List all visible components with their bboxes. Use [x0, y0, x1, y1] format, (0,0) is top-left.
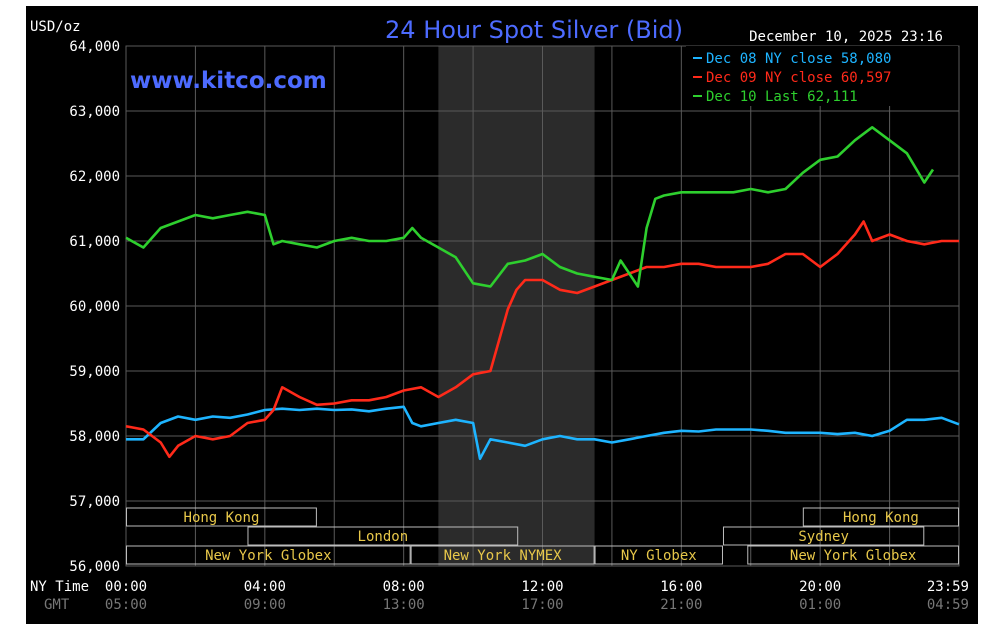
- x-tick-label-ny: 20:00: [799, 579, 841, 595]
- y-tick-label: 62,000: [69, 169, 120, 185]
- session-bar: [126, 545, 411, 565]
- x-tick-label-ny: 16:00: [660, 579, 702, 595]
- legend-entry: Dec 08 NY close 58,080: [706, 51, 891, 67]
- x-tick-label-ny: 04:00: [244, 579, 286, 595]
- session-bar: [594, 545, 723, 565]
- x-tick-label-gmt: 04:59: [927, 597, 969, 613]
- y-tick-label: 61,000: [69, 234, 120, 250]
- x-tick-label-gmt: 05:00: [105, 597, 147, 613]
- session-bar: [747, 545, 960, 565]
- session-bar: [126, 507, 317, 527]
- chart-frame: USD/oz 24 Hour Spot Silver (Bid) Decembe…: [26, 6, 978, 624]
- x-axis-ticks: 00:00 04:00 08:00 12:00 16:00 20:00 23:59 05:00…: [105, 579, 969, 613]
- x-tick-label-ny: 23:59: [927, 579, 969, 595]
- y-tick-label: 60,000: [69, 299, 120, 315]
- y-tick-label: 58,000: [69, 429, 120, 445]
- session-bar: [410, 545, 595, 565]
- session-bar: [802, 507, 959, 527]
- y-tick-label: 59,000: [69, 364, 120, 380]
- session-bar: [247, 526, 519, 546]
- x-tick-label-gmt: 17:00: [521, 597, 563, 613]
- series-line-dec09: [125, 220, 959, 459]
- x-tick-label-gmt: 01:00: [799, 597, 841, 613]
- gmt-label: GMT: [44, 597, 70, 613]
- trading-sessions: Hong Kong Hong Kong London Sydney New York G…: [126, 507, 960, 565]
- series-line-dec10: [125, 126, 935, 288]
- x-tick-label-ny: 12:00: [521, 579, 563, 595]
- session-label: London: [358, 529, 409, 545]
- silver-price-chart: USD/oz 24 Hour Spot Silver (Bid) Decembe…: [26, 6, 978, 624]
- series-lines: [125, 126, 960, 461]
- y-tick-label: 57,000: [69, 494, 120, 510]
- ny-time-label: NY Time: [30, 579, 89, 595]
- legend-entry: Dec 09 NY close 60,597: [706, 70, 891, 86]
- legend-entry: Dec 10 Last 62,111: [706, 89, 858, 105]
- session-label: Hong Kong: [843, 510, 919, 526]
- x-tick-label-gmt: 13:00: [383, 597, 425, 613]
- legend-background: [686, 46, 958, 106]
- unit-label: USD/oz: [30, 19, 81, 35]
- session-label: New York Globex: [790, 548, 916, 564]
- x-tick-label-gmt: 09:00: [244, 597, 286, 613]
- x-tick-label-gmt: 21:00: [660, 597, 702, 613]
- session-label: NY Globex: [621, 548, 697, 564]
- session-label: New York Globex: [205, 548, 331, 564]
- x-tick-label-ny: 08:00: [383, 579, 425, 595]
- x-tick-label-ny: 00:00: [105, 579, 147, 595]
- session-label: Sydney: [798, 529, 849, 545]
- session-bar: [722, 526, 925, 546]
- session-label: Hong Kong: [184, 510, 260, 526]
- timestamp: December 10, 2025 23:16: [749, 29, 943, 45]
- series-line-dec08: [126, 405, 960, 461]
- legend: Dec 08 NY close 58,080 Dec 09 NY close 60…: [686, 46, 958, 106]
- y-tick-label: 63,000: [69, 104, 120, 120]
- session-label: New York NYMEX: [444, 548, 563, 564]
- y-tick-label: 56,000: [69, 559, 120, 575]
- watermark: www.kitco.com: [130, 68, 327, 94]
- chart-title: 24 Hour Spot Silver (Bid): [385, 16, 683, 44]
- plot-border: [125, 45, 960, 567]
- y-axis-ticks: 64,000 63,000 62,000 61,000 60,000 59,000 58,0…: [69, 39, 120, 575]
- y-tick-label: 64,000: [69, 39, 120, 55]
